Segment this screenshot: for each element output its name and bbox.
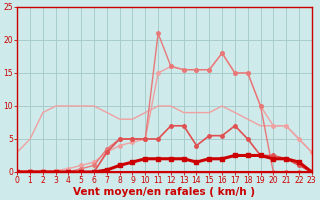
X-axis label: Vent moyen/en rafales ( km/h ): Vent moyen/en rafales ( km/h )	[74, 187, 255, 197]
